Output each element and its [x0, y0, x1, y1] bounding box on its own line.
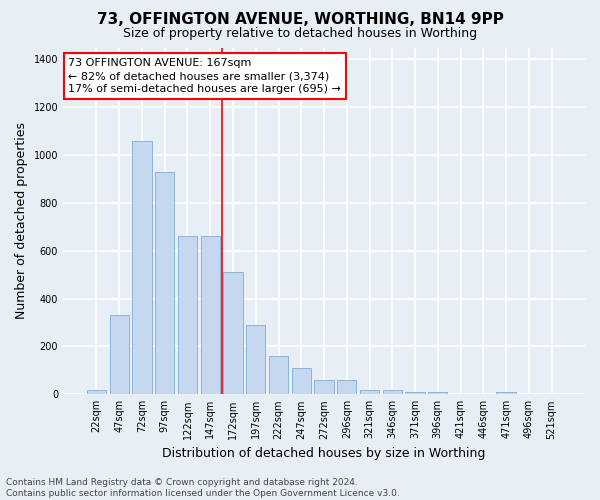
Text: Size of property relative to detached houses in Worthing: Size of property relative to detached ho… [123, 28, 477, 40]
Bar [200, 236, 220, 394]
Bar [223, 272, 242, 394]
Bar [360, 390, 379, 394]
Bar [383, 390, 402, 394]
Bar [87, 390, 106, 394]
Text: Contains HM Land Registry data © Crown copyright and database right 2024.
Contai: Contains HM Land Registry data © Crown c… [6, 478, 400, 498]
Bar [406, 392, 425, 394]
Bar [428, 392, 448, 394]
Text: 73 OFFINGTON AVENUE: 167sqm
← 82% of detached houses are smaller (3,374)
17% of : 73 OFFINGTON AVENUE: 167sqm ← 82% of det… [68, 58, 341, 94]
Bar [110, 316, 129, 394]
Bar [155, 172, 175, 394]
Bar [292, 368, 311, 394]
Bar [246, 325, 265, 394]
Y-axis label: Number of detached properties: Number of detached properties [15, 122, 28, 320]
Bar [269, 356, 288, 395]
Bar [178, 236, 197, 394]
Bar [496, 392, 516, 394]
Bar [132, 141, 152, 395]
X-axis label: Distribution of detached houses by size in Worthing: Distribution of detached houses by size … [163, 447, 486, 460]
Bar [314, 380, 334, 394]
Bar [337, 380, 356, 394]
Text: 73, OFFINGTON AVENUE, WORTHING, BN14 9PP: 73, OFFINGTON AVENUE, WORTHING, BN14 9PP [97, 12, 503, 28]
